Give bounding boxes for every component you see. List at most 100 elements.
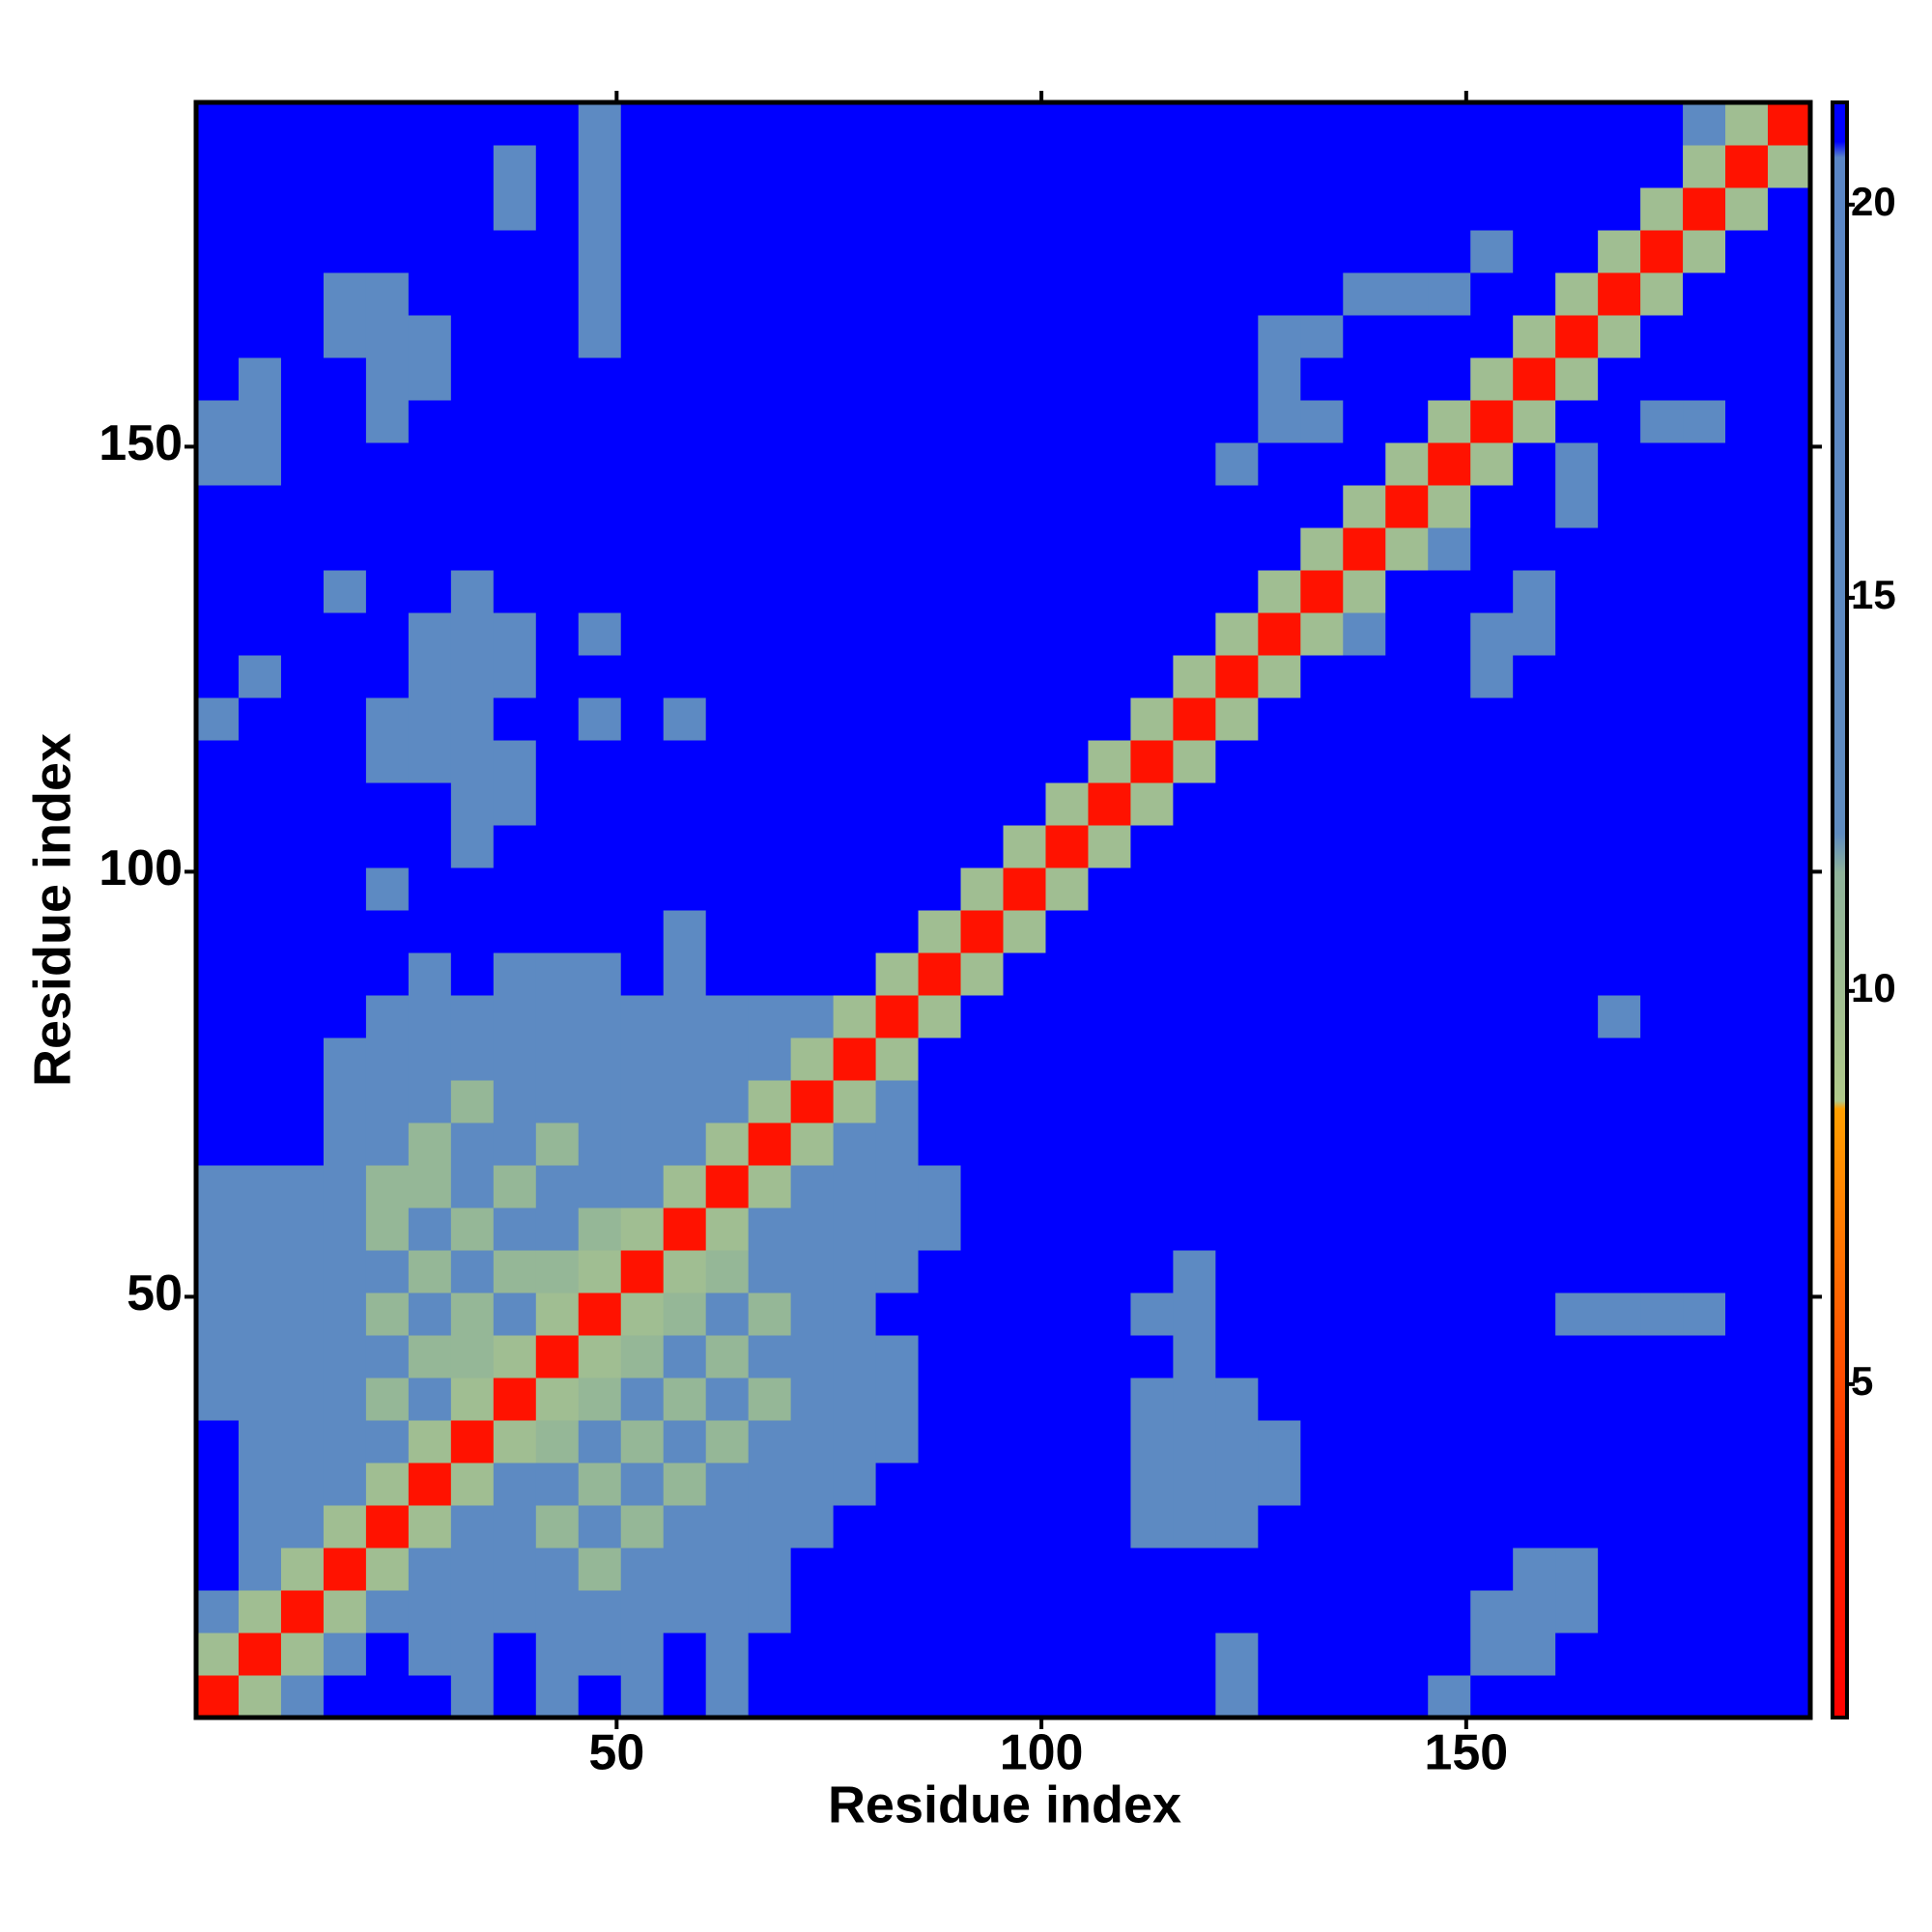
heatmap-cell [1045, 102, 1089, 146]
heatmap-cell [1470, 1037, 1514, 1081]
heatmap-cell [450, 570, 495, 613]
heatmap-cell [663, 272, 707, 316]
heatmap-cell [833, 1335, 877, 1378]
heatmap-cell [1088, 697, 1131, 741]
heatmap-cell [1385, 1590, 1429, 1634]
heatmap-cell [238, 1335, 282, 1378]
heatmap-cell [280, 1548, 325, 1591]
heatmap-cell [578, 867, 622, 911]
heatmap-cell [1555, 910, 1599, 953]
heatmap-cell [1555, 1208, 1599, 1251]
heatmap-cell [1130, 1080, 1174, 1123]
heatmap-cell [1513, 102, 1556, 146]
heatmap-cell [705, 867, 750, 911]
heatmap-cell [1045, 1335, 1089, 1378]
heatmap-cell [450, 442, 495, 486]
heatmap-cell [1768, 1633, 1811, 1676]
heatmap-cell [535, 230, 580, 273]
heatmap-cell [875, 357, 920, 401]
heatmap-cell [578, 1335, 622, 1378]
heatmap-cell [663, 697, 707, 741]
heatmap-cell [1003, 1378, 1046, 1421]
heatmap-cell [960, 867, 1004, 911]
heatmap-cell [323, 740, 367, 783]
heatmap-cell [493, 612, 537, 656]
heatmap-cell [1555, 1420, 1599, 1463]
heatmap-cell [1343, 272, 1386, 316]
heatmap-cell [196, 102, 240, 146]
heatmap-cell [280, 1335, 325, 1378]
heatmap-cell [833, 1590, 877, 1634]
heatmap-cell [875, 527, 920, 571]
heatmap-cell [620, 782, 665, 826]
heatmap-cell [663, 995, 707, 1038]
heatmap-cell [1258, 272, 1301, 316]
heatmap-cell [960, 527, 1004, 571]
heatmap-cell [1768, 1037, 1811, 1081]
heatmap-cell [1300, 825, 1344, 868]
heatmap-cell [1343, 1037, 1386, 1081]
heatmap-cell [1003, 102, 1046, 146]
heatmap-cell [1088, 612, 1131, 656]
heatmap-cell [365, 1293, 410, 1336]
heatmap-cell [1555, 570, 1599, 613]
heatmap-cell [1470, 782, 1514, 826]
heatmap-cell [1598, 697, 1641, 741]
heatmap-cell [1428, 1633, 1471, 1676]
heatmap-cell [1513, 272, 1556, 316]
heatmap-cell [1683, 655, 1726, 698]
heatmap-cell [1470, 910, 1514, 953]
heatmap-cell [1003, 230, 1046, 273]
heatmap-cell [1215, 910, 1259, 953]
heatmap-cell [238, 1463, 282, 1506]
heatmap-cell [1045, 187, 1089, 231]
heatmap-cell [1768, 1420, 1811, 1463]
heatmap-cell [960, 1463, 1004, 1506]
heatmap-cell [1088, 102, 1131, 146]
heatmap-cell [1215, 527, 1259, 571]
heatmap-cell [833, 145, 877, 188]
heatmap-cell [875, 442, 920, 486]
heatmap-cell [1768, 1165, 1811, 1208]
heatmap-cell [238, 1548, 282, 1591]
heatmap-cell [408, 1463, 452, 1506]
heatmap-cell [1513, 1208, 1556, 1251]
heatmap-cell [1683, 825, 1726, 868]
heatmap-cell [196, 315, 240, 358]
heatmap-cell [578, 1633, 622, 1676]
heatmap-cell [238, 825, 282, 868]
heatmap-cell [748, 1505, 792, 1548]
heatmap-cell [1513, 1633, 1556, 1676]
heatmap-cell [196, 145, 240, 188]
heatmap-cell [1428, 1165, 1471, 1208]
heatmap-cell [1215, 697, 1259, 741]
heatmap-cell [1045, 1165, 1089, 1208]
heatmap-cell [1513, 187, 1556, 231]
heatmap-cell [1555, 442, 1599, 486]
heatmap-cell [196, 740, 240, 783]
heatmap-cell [1513, 1165, 1556, 1208]
heatmap-cell [450, 612, 495, 656]
heatmap-cell [705, 825, 750, 868]
heatmap-cell [748, 782, 792, 826]
heatmap-cell [535, 1208, 580, 1251]
heatmap-cell [790, 1548, 835, 1591]
heatmap-cell [1173, 867, 1216, 911]
heatmap-cell [1088, 1420, 1131, 1463]
heatmap-cell [1215, 1420, 1259, 1463]
heatmap-cell [1513, 910, 1556, 953]
heatmap-cell [960, 910, 1004, 953]
heatmap-cell [620, 1633, 665, 1676]
heatmap-cell [1088, 527, 1131, 571]
heatmap-cell [1003, 187, 1046, 231]
heatmap-cell [748, 995, 792, 1038]
heatmap-cell [1258, 1505, 1301, 1548]
heatmap-cell [1088, 1122, 1131, 1166]
heatmap-cell [1768, 1378, 1811, 1421]
heatmap-cell [1598, 1335, 1641, 1378]
heatmap-cell [705, 442, 750, 486]
heatmap-cell [1555, 1675, 1599, 1719]
heatmap-cell [196, 1590, 240, 1634]
heatmap-cell [918, 1420, 962, 1463]
heatmap-cell [1385, 1675, 1429, 1719]
